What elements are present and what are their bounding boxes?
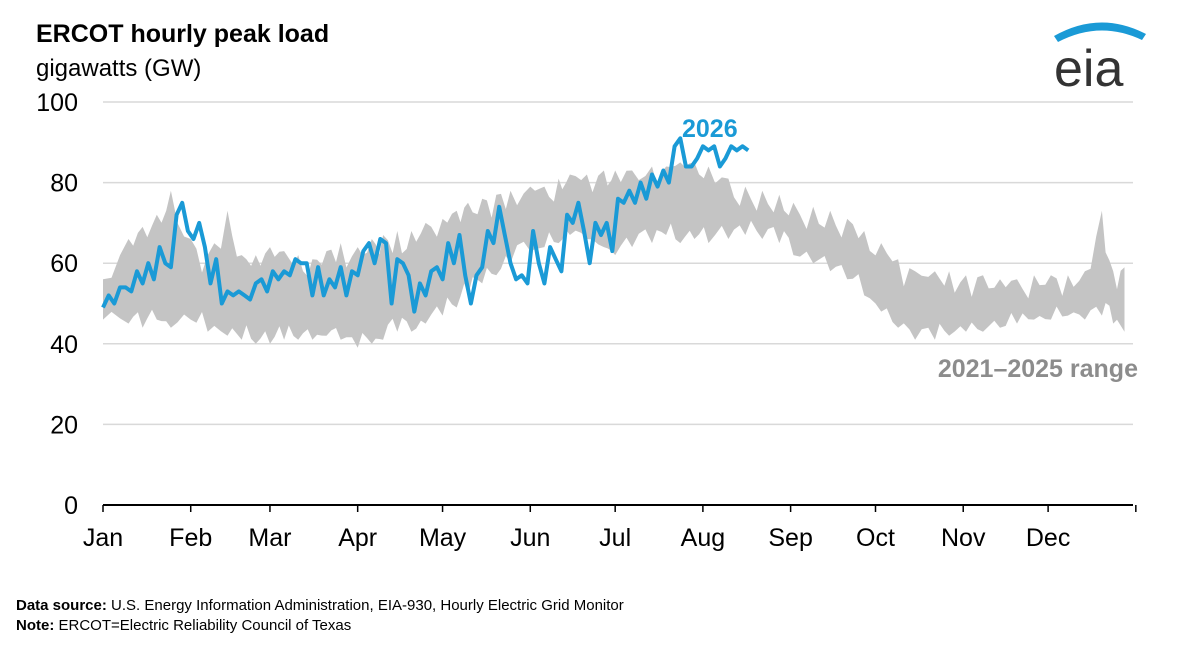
x-tick-label: Feb: [169, 524, 212, 552]
range-area: [103, 162, 1125, 348]
logo-text: eia: [1054, 40, 1123, 94]
x-tick-label: Dec: [1026, 524, 1070, 552]
x-tick-label: Jun: [510, 524, 550, 552]
y-axis-ticks: 0 20 40 60 80 100: [36, 89, 78, 520]
x-tick-label: May: [419, 524, 467, 552]
footer-source: Data source: U.S. Energy Information Adm…: [16, 597, 624, 614]
x-tick-label: Jan: [83, 524, 123, 552]
series-label-range: 2021–2025 range: [938, 355, 1138, 383]
x-axis-ticks: Jan Feb Mar Apr May Jun Jul Aug Sep Oct Nov Dec: [83, 505, 1137, 552]
x-tick-label: Nov: [941, 524, 986, 552]
y-tick-label: 20: [50, 411, 78, 439]
x-tick-label: Aug: [681, 524, 725, 552]
note-text: ERCOT=Electric Reliability Council of Te…: [58, 617, 352, 634]
y-tick-label: 80: [50, 170, 78, 198]
x-tick-label: Jul: [599, 524, 631, 552]
x-tick-label: Oct: [856, 524, 895, 552]
series-label-2026: 2026: [682, 115, 738, 143]
y-tick-label: 100: [36, 89, 78, 117]
chart-subtitle: gigawatts (GW): [36, 55, 202, 82]
y-tick-label: 40: [50, 331, 78, 359]
chart-title: ERCOT hourly peak load: [36, 20, 330, 48]
source-text: U.S. Energy Information Administration, …: [111, 597, 624, 614]
note-label: Note:: [16, 617, 55, 634]
y-tick-label: 0: [64, 492, 78, 520]
x-tick-label: Mar: [248, 524, 291, 552]
logo-swoosh-icon: [1054, 22, 1146, 42]
x-tick-label: Apr: [338, 524, 377, 552]
footer-note: Note: ERCOT=Electric Reliability Council…: [16, 617, 351, 634]
eia-logo: eia: [1054, 22, 1146, 94]
source-label: Data source:: [16, 597, 107, 614]
x-tick-label: Sep: [768, 524, 812, 552]
y-tick-label: 60: [50, 250, 78, 278]
series-line-2026: [101, 136, 750, 314]
